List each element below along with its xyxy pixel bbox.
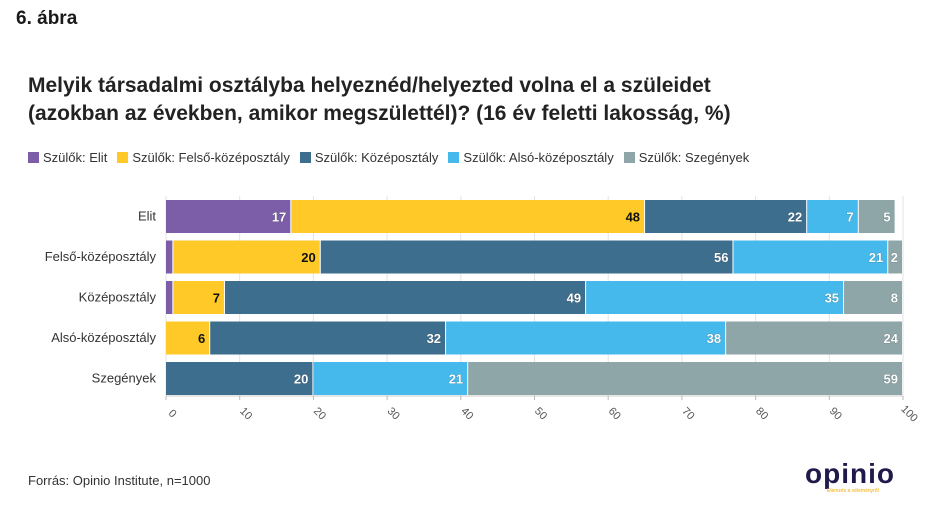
legend-item-1: Szülők: Felső-középosztály bbox=[117, 150, 290, 165]
data-label: 21 bbox=[449, 372, 463, 387]
bar-segment bbox=[586, 281, 844, 314]
category-label: Szegények bbox=[92, 371, 157, 386]
x-tick-label: 100 bbox=[898, 403, 919, 424]
x-tick-label: 50 bbox=[532, 405, 549, 422]
logo-tagline: Elemzés a véleményről bbox=[827, 488, 879, 494]
category-label: Elit bbox=[138, 209, 156, 224]
data-label: 21 bbox=[869, 250, 883, 265]
chart-legend: Szülők: Elit Szülők: Felső-középosztály Sz… bbox=[28, 150, 759, 165]
category-label: Középosztály bbox=[79, 290, 157, 305]
data-label: 17 bbox=[272, 210, 286, 225]
bar-segment bbox=[733, 240, 888, 274]
bar-segment bbox=[888, 240, 902, 274]
data-label: 20 bbox=[294, 372, 308, 387]
data-label: 20 bbox=[301, 250, 315, 265]
data-label: 32 bbox=[427, 331, 441, 346]
data-label: 2 bbox=[891, 250, 898, 265]
data-label: 5 bbox=[883, 210, 890, 225]
source-note: Forrás: Opinio Institute, n=1000 bbox=[28, 473, 211, 488]
legend-swatch bbox=[28, 152, 39, 163]
bar-segment bbox=[166, 240, 173, 274]
bar-segment bbox=[468, 362, 902, 395]
data-label: 7 bbox=[213, 291, 220, 306]
bar-segment bbox=[291, 200, 645, 233]
x-tick-label: 30 bbox=[385, 405, 402, 422]
bar-segment bbox=[166, 321, 210, 355]
legend-label: Szülők: Felső-középosztály bbox=[132, 150, 290, 165]
chart-title-line1: Melyik társadalmi osztályba helyeznéd/he… bbox=[28, 74, 711, 97]
x-tick-label: 20 bbox=[311, 405, 328, 422]
bar-segment bbox=[320, 240, 733, 274]
data-label: 56 bbox=[714, 250, 728, 265]
chart-title-line2: (azokban az években, amikor megszülettél… bbox=[28, 102, 731, 125]
category-label: Felső-középosztály bbox=[45, 249, 157, 264]
bar-segment bbox=[858, 200, 895, 233]
legend-swatch bbox=[623, 152, 635, 163]
bar-segment bbox=[173, 281, 224, 314]
data-label: 49 bbox=[567, 291, 581, 306]
bar-segment bbox=[224, 281, 586, 314]
data-label: 59 bbox=[884, 372, 898, 387]
legend-swatch bbox=[448, 152, 460, 163]
bar-segment bbox=[210, 321, 446, 355]
x-tick-label: 10 bbox=[237, 405, 254, 422]
data-label: 8 bbox=[891, 291, 898, 306]
bar-segment bbox=[645, 200, 807, 233]
legend-label: Szülők: Alsó-középosztály bbox=[463, 150, 614, 165]
data-label: 24 bbox=[884, 331, 899, 346]
logo-text: opinio bbox=[805, 458, 895, 489]
legend-item-3: Szülők: Alsó-középosztály bbox=[448, 150, 614, 165]
data-label: 48 bbox=[626, 210, 640, 225]
bar-segment bbox=[166, 281, 173, 314]
opinio-logo: opinio Elemzés a véleményről bbox=[805, 460, 915, 496]
stacked-bar-chart: Elit 17 48 22 7 5 Felső-középosztály 20 56 21 2 Köz… bbox=[45, 196, 920, 425]
bar-segment bbox=[446, 321, 726, 355]
legend-item-4: Szülők: Szegények bbox=[623, 150, 750, 165]
legend-item-0: Szülők: Elit bbox=[28, 150, 107, 165]
x-tick-label: 80 bbox=[753, 405, 770, 422]
legend-label: Szülők: Középosztály bbox=[314, 150, 439, 165]
figure-label: 6. ábra bbox=[16, 8, 78, 29]
data-label: 22 bbox=[788, 210, 802, 225]
legend-swatch bbox=[117, 152, 129, 163]
x-tick-label: 40 bbox=[458, 405, 475, 422]
x-tick-label: 0 bbox=[166, 407, 179, 420]
x-tick-label: 90 bbox=[827, 405, 844, 422]
bar-segment bbox=[807, 200, 858, 233]
category-label: Alsó-középosztály bbox=[51, 330, 156, 345]
bar-segment bbox=[166, 200, 291, 233]
legend-item-2: Szülők: Középosztály bbox=[299, 150, 439, 165]
bar-segment bbox=[313, 362, 468, 395]
bar-segment bbox=[844, 281, 902, 314]
legend-label: Szülők: Szegények bbox=[638, 150, 750, 165]
bar-segment bbox=[726, 321, 902, 355]
bar-segment bbox=[166, 362, 313, 395]
data-label: 7 bbox=[847, 210, 854, 225]
chart-title: Melyik társadalmi osztályba helyeznéd/he… bbox=[28, 72, 908, 128]
data-label: 38 bbox=[707, 331, 721, 346]
data-label: 6 bbox=[198, 331, 205, 346]
bar-segment bbox=[173, 240, 320, 274]
legend-label: Szülők: Elit bbox=[43, 150, 108, 165]
x-tick-label: 60 bbox=[606, 405, 623, 422]
data-label: 35 bbox=[825, 291, 839, 306]
x-tick-label: 70 bbox=[679, 405, 696, 422]
legend-swatch bbox=[299, 152, 311, 163]
